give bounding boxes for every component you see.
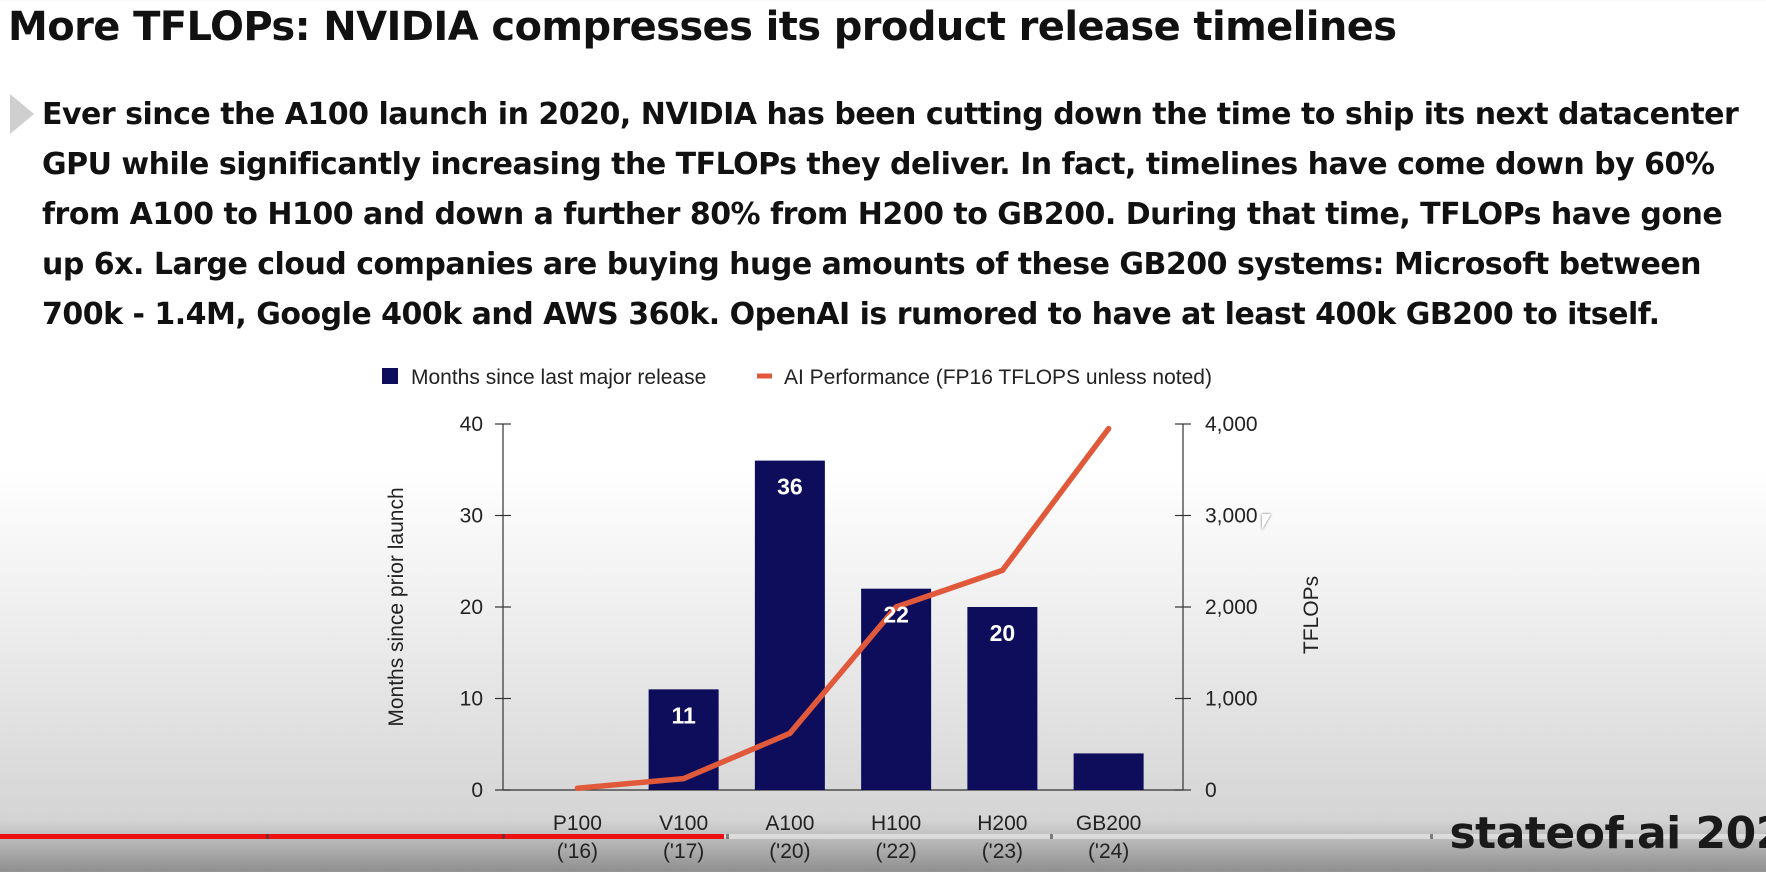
bullet-arrow-icon [10,94,34,134]
left-axis-tick-label: 20 [460,596,483,619]
right-axis-tick-label: 1,000 [1205,688,1258,711]
tflops-line [574,425,1112,791]
chapter-marker [266,834,269,839]
y2-axis-title: TFLOPs [1300,576,1323,654]
left-axis-tick-label: 10 [460,688,483,711]
chapter-marker [502,834,505,839]
left-axis-tick-label: 40 [460,413,483,436]
right-axis-tick-label: 3,000 [1205,505,1258,528]
x-tick-label: H100 [871,812,921,835]
chapter-marker [726,834,729,839]
video-progress-bar[interactable] [0,834,1766,839]
x-tick-sublabel: ('17) [663,840,704,863]
right-axis-tick-label: 0 [1205,779,1217,802]
x-tick-label: A100 [765,812,814,835]
x-tick-label: V100 [659,812,708,835]
left-axis-tick-label: 30 [460,505,483,528]
x-tick-label: P100 [553,812,602,835]
x-tick-sublabel: ('24) [1088,840,1129,863]
chapter-marker [1430,834,1433,839]
bar-v100 [648,689,719,790]
legend-bar-label: Months since last major release [411,366,706,389]
legend-line-label: AI Performance (FP16 TFLOPS unless noted… [784,366,1212,389]
mouse-cursor-icon [1262,514,1271,530]
y-axis-title: Months since prior launch [385,487,408,726]
brand-watermark: stateof.ai 2024 [1449,808,1766,859]
right-axis-tick-label: 2,000 [1205,596,1258,619]
bar-h200 [967,607,1038,790]
video-progress-fill [0,834,725,839]
left-axis-tick-label: 0 [471,779,483,802]
x-tick-sublabel: ('23) [982,840,1023,863]
bar-a100 [754,460,825,790]
bar-gb200 [1073,753,1144,790]
x-tick-sublabel: ('16) [557,840,598,863]
x-tick-label: GB200 [1076,812,1141,835]
bar-h100 [861,588,932,790]
x-tick-sublabel: ('20) [769,840,810,863]
right-axis-tick-label: 4,000 [1205,413,1258,436]
chapter-marker [1050,834,1053,839]
slide-title: More TFLOPs: NVIDIA compresses its produ… [8,4,1397,50]
bar-data-label: 11 [671,702,696,728]
bar-data-label: 20 [990,620,1016,646]
x-tick-sublabel: ('22) [875,840,916,863]
legend-bar-swatch [382,368,398,384]
bar-data-label: 22 [883,602,909,628]
bullet-text: Ever since the A100 launch in 2020, NVID… [42,97,1739,332]
x-tick-label: H200 [977,812,1027,835]
bar-data-label: 36 [777,474,803,500]
